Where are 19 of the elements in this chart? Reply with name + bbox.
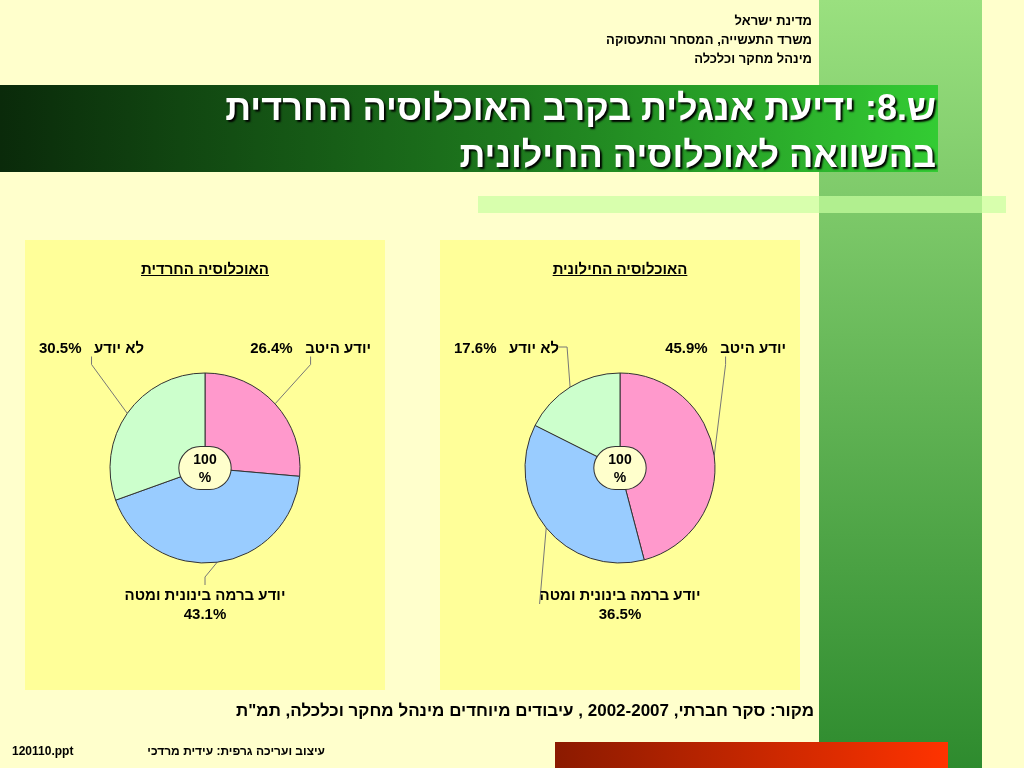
text: ש.8: ידיעת אנגלית בקרב האוכלוסיה החרדית בהשוואה לאוכלוסיה החילונית: [224, 86, 936, 177]
chart-title: האוכלוסיה החרדית: [140, 260, 269, 277]
slice-label: יודע ברמה בינונית ומטה: [124, 586, 286, 603]
text: מינהל מחקר וכלכלה: [694, 51, 812, 66]
text: 100 %: [608, 451, 632, 485]
chart-title: האוכלוסיה החילונית: [552, 260, 688, 277]
slice-label: יודע ברמה בינונית ומטה: [539, 586, 701, 603]
text: 120110.ppt: [12, 744, 74, 758]
slice-label: 26.4% יודע היטב: [250, 338, 371, 356]
text: משרד התעשייה, המסחר והתעסוקה: [606, 32, 812, 47]
slice-label: 45.9% יודע היטב: [665, 338, 786, 356]
slice-label: 30.5% לא יודע: [39, 338, 145, 356]
slice-label: 17.6% לא יודע: [454, 338, 560, 356]
text: 100 %: [193, 451, 217, 485]
text: מדינת ישראל: [734, 13, 812, 28]
data-label: 36.5%: [598, 605, 642, 622]
data-label: 43.1%: [183, 605, 227, 622]
text: מקור: סקר חברתי, 2002-2007 , עיבודים מיוחדים מינהל מחקר וכלכלה, תמ"ת: [236, 701, 814, 721]
text: עיצוב ועריכה גרפית: עידית מרדכי: [147, 744, 325, 758]
